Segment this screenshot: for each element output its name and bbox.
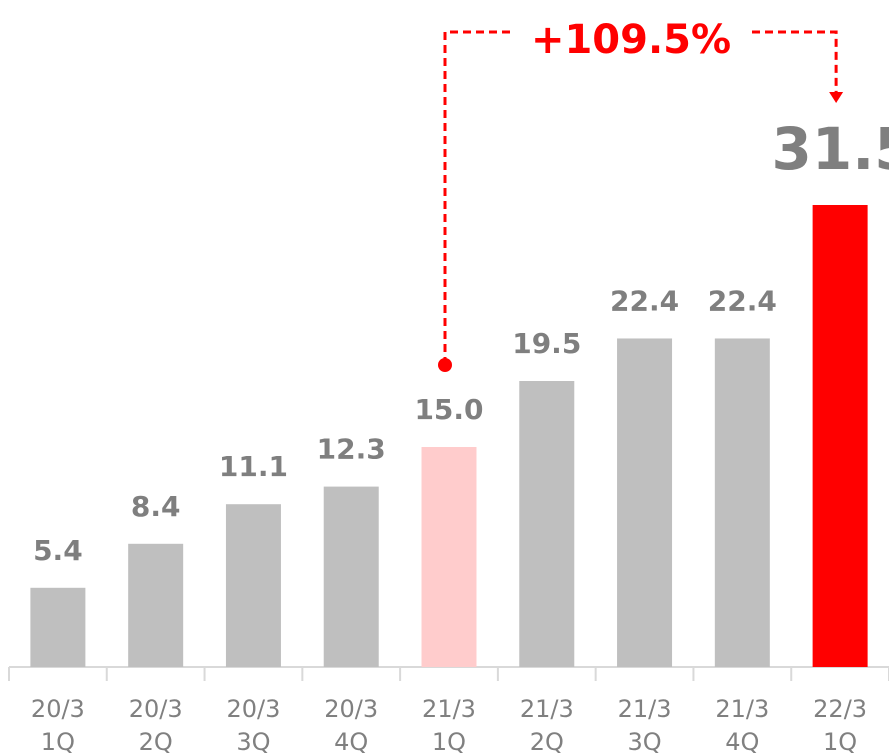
x-tick-label: 20/3 [324, 695, 378, 723]
x-tick-label: 3Q [627, 728, 661, 754]
value-label: 15.0 [414, 393, 483, 426]
x-tick-label: 3Q [236, 728, 270, 754]
bar [421, 447, 477, 667]
bar [225, 504, 281, 667]
bar [812, 205, 868, 667]
value-label: 31.5 [772, 115, 889, 183]
bar [617, 338, 673, 667]
x-tick-label: 21/3 [715, 695, 769, 723]
x-tick-label: 21/3 [422, 695, 476, 723]
value-label: 22.4 [708, 284, 777, 317]
x-tick-label: 1Q [432, 728, 466, 754]
x-tick-label: 2Q [530, 728, 564, 754]
value-label: 5.4 [33, 534, 83, 567]
x-tick-label: 20/3 [129, 695, 183, 723]
bar [323, 486, 379, 667]
annotation-line [443, 30, 510, 365]
bar [30, 587, 86, 667]
value-label: 12.3 [317, 433, 386, 466]
bar [128, 543, 184, 667]
x-tick-label: 20/3 [226, 695, 280, 723]
annotation: +109.5% [531, 17, 731, 63]
value-label: 19.5 [512, 327, 581, 360]
bar [519, 381, 575, 667]
x-tick-label: 2Q [139, 728, 173, 754]
annotation-arrowhead [829, 92, 844, 103]
x-tick-label: 21/3 [618, 695, 672, 723]
x-tick-label: 1Q [823, 728, 857, 754]
value-label: 22.4 [610, 284, 679, 317]
annotation-line [752, 30, 838, 92]
x-tick-label: 4Q [725, 728, 759, 754]
x-tick-label: 1Q [41, 728, 75, 754]
value-label: 11.1 [219, 450, 288, 483]
x-tick-label: 21/3 [520, 695, 574, 723]
x-tick-label: 22/3 [813, 695, 867, 723]
x-tick-label: 4Q [334, 728, 368, 754]
x-tick-label: 20/3 [31, 695, 85, 723]
bar [714, 338, 770, 667]
value-label: 8.4 [131, 490, 181, 523]
